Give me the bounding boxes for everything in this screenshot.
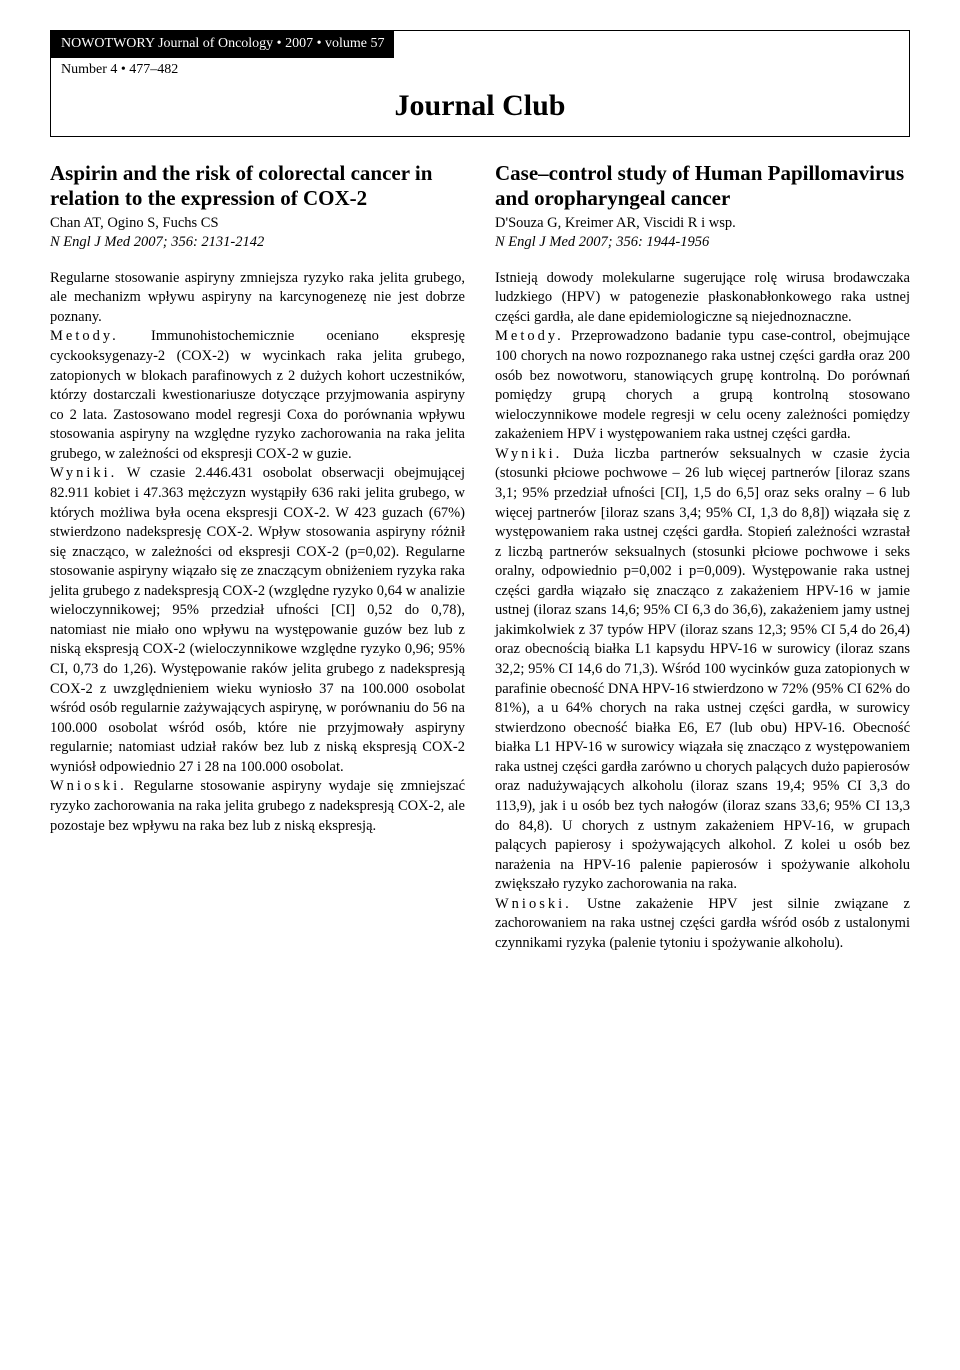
article-authors-right: D'Souza G, Kreimer AR, Viscidi R i wsp. bbox=[495, 214, 910, 234]
journal-name-line: NOWOTWORY Journal of Oncology • 2007 • v… bbox=[51, 31, 394, 58]
methods-label-right: Metody. bbox=[495, 328, 564, 344]
issue-line: Number 4 • 477–482 bbox=[51, 58, 909, 86]
methods-paragraph-right: Metody. Przeprowadzono badanie typu case… bbox=[495, 327, 910, 444]
left-column: Aspirin and the risk of colorectal cance… bbox=[50, 161, 465, 953]
article-citation-left: N Engl J Med 2007; 356: 2131-2142 bbox=[50, 233, 465, 253]
results-label-right: Wyniki. bbox=[495, 446, 562, 462]
journal-header: NOWOTWORY Journal of Oncology • 2007 • v… bbox=[50, 30, 910, 137]
results-paragraph-right: Wyniki. Duża liczba partnerów seksualnyc… bbox=[495, 445, 910, 895]
article-citation-right: N Engl J Med 2007; 356: 1944-1956 bbox=[495, 233, 910, 253]
results-text-left: W czasie 2.446.431 osobolat obserwacji o… bbox=[50, 465, 465, 774]
two-column-layout: Aspirin and the risk of colorectal cance… bbox=[50, 161, 910, 953]
section-title: Journal Club bbox=[51, 86, 909, 137]
methods-label-left: Metody. bbox=[50, 328, 119, 344]
article-authors-left: Chan AT, Ogino S, Fuchs CS bbox=[50, 214, 465, 234]
article-title-right: Case–control study of Human Papillomavir… bbox=[495, 161, 910, 211]
conclusions-label-left: Wnioski. bbox=[50, 778, 127, 794]
results-paragraph-left: Wyniki. W czasie 2.446.431 osobolat obse… bbox=[50, 464, 465, 777]
article-title-left: Aspirin and the risk of colorectal cance… bbox=[50, 161, 465, 211]
methods-text-left: Immunohistochemicznie oceniano ekspresję… bbox=[50, 328, 465, 461]
results-label-left: Wyniki. bbox=[50, 465, 117, 481]
methods-paragraph-left: Metody. Immunohistochemicznie oceniano e… bbox=[50, 327, 465, 464]
intro-paragraph-right: Istnieją dowody molekularne sugerujące r… bbox=[495, 269, 910, 328]
conclusions-label-right: Wnioski. bbox=[495, 896, 572, 912]
intro-paragraph-left: Regularne stosowanie aspiryny zmniejsza … bbox=[50, 269, 465, 328]
conclusions-paragraph-right: Wnioski. Ustne zakażenie HPV jest silnie… bbox=[495, 895, 910, 954]
results-text-right: Duża liczba partnerów seksualnych w czas… bbox=[495, 446, 910, 892]
right-column: Case–control study of Human Papillomavir… bbox=[495, 161, 910, 953]
methods-text-right: Przeprowadzono badanie typu case-control… bbox=[495, 328, 910, 442]
conclusions-paragraph-left: Wnioski. Regularne stosowanie aspiryny w… bbox=[50, 777, 465, 836]
